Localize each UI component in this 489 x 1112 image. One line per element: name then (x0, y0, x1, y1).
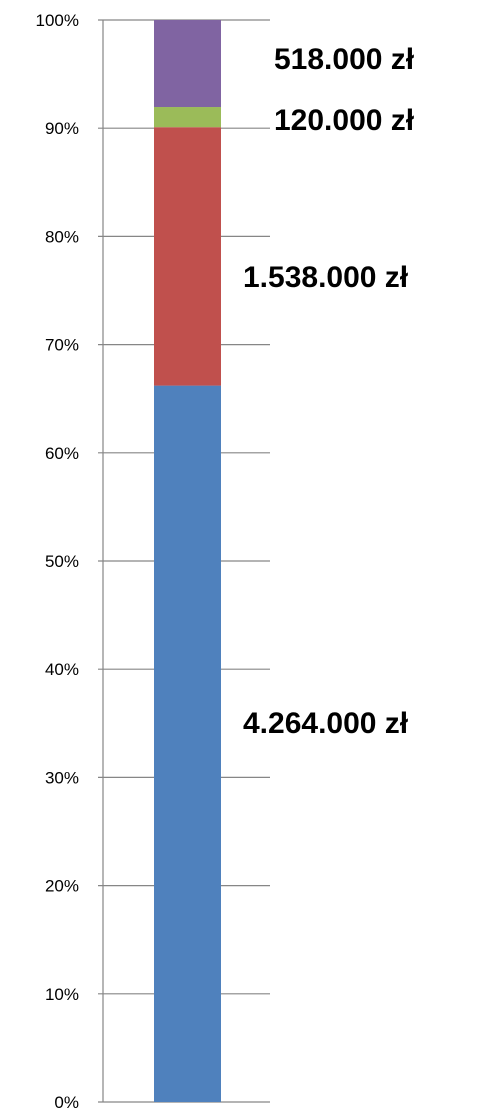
y-tick-label: 50% (45, 552, 79, 571)
data-label-2: 1.538.000 zł (243, 261, 409, 294)
data-labels: 4.264.000 zł 1.538.000 zł 120.000 zł 518.00… (243, 43, 415, 740)
y-tick-label: 100% (36, 11, 79, 30)
data-label-1: 4.264.000 zł (243, 707, 409, 740)
y-tick-label: 70% (45, 336, 79, 355)
y-axis-ticks: 0% 10% 20% 30% 40% 50% 60% 70% 80% 90% 100% (36, 11, 270, 1112)
y-tick-label: 20% (45, 877, 79, 896)
bar-segment-1 (154, 385, 221, 1102)
data-label-4: 518.000 zł (274, 43, 415, 76)
y-tick-label: 90% (45, 119, 79, 138)
y-tick-label: 0% (54, 1093, 79, 1112)
bar-segment-2 (154, 127, 221, 386)
y-tick-label: 40% (45, 660, 79, 679)
y-tick-label: 60% (45, 444, 79, 463)
y-tick-label: 10% (45, 985, 79, 1004)
bar-segments (154, 20, 221, 1102)
y-tick-label: 30% (45, 768, 79, 787)
y-tick-label: 80% (45, 227, 79, 246)
data-label-3: 120.000 zł (274, 104, 415, 137)
bar-segment-3 (154, 107, 221, 128)
bar-segment-4 (154, 20, 221, 108)
